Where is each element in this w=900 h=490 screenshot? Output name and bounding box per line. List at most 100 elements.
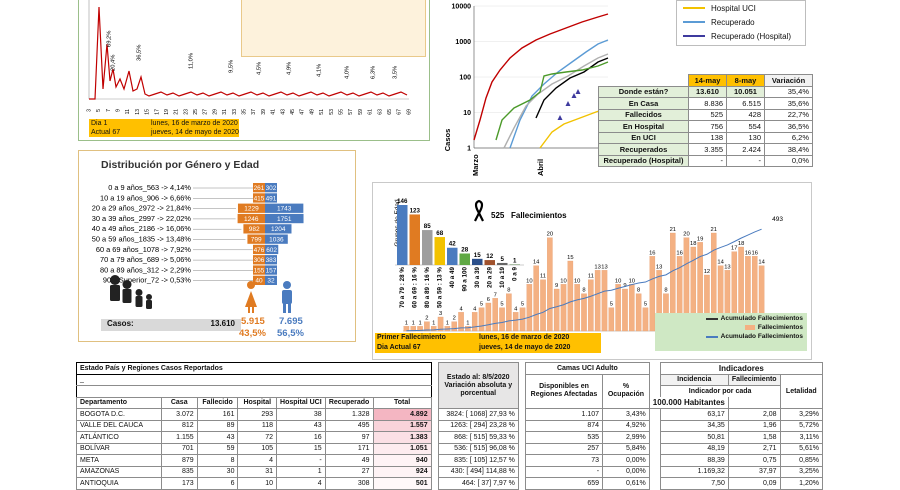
col-hospital-uci: Hospital UCI — [276, 396, 326, 409]
region-cell-fal: 8 — [196, 454, 239, 467]
log-recuperado-hospital-marker — [571, 93, 577, 98]
donde-cell: En UCI — [598, 131, 689, 144]
region-cell-hos: 293 — [237, 408, 278, 421]
female-bar — [237, 213, 265, 224]
donde-row: En UCI 138 130 6,2% — [598, 131, 813, 144]
log-legend-label: Recuperado (Hospital) — [711, 31, 792, 41]
donde-cell: 554 — [726, 120, 765, 133]
daily-death-label: 1 — [432, 320, 435, 326]
region-cell-inc: 88,39 — [659, 454, 729, 467]
daily-death-label: 1 — [446, 320, 449, 326]
daily-death-label: 13 — [724, 264, 730, 270]
daily-death-bar — [424, 321, 430, 332]
region-cell-ocu: 3,43% — [602, 408, 650, 421]
age-bar-label: 146 — [397, 198, 408, 205]
camas-disp-header: Disponibles en Regiones Afectadas — [524, 373, 604, 409]
donde-cell: 428 — [726, 108, 765, 121]
daily-death-label: 8 — [664, 288, 667, 294]
deaths-info: Primer Fallecimiento lunes, 16 de marzo d… — [375, 333, 601, 353]
daily-death-label: 9 — [555, 283, 558, 289]
female-bar — [237, 203, 265, 213]
region-cell-ocu: 0,00% — [602, 465, 650, 478]
male-bar-label: 1743 — [277, 206, 292, 213]
daily-death-bar — [547, 237, 553, 332]
male-bar-label: 157 — [266, 267, 277, 274]
region-cell-disp: 73 — [524, 454, 604, 467]
age-category-label: 70 a 79 : 28 % — [399, 267, 406, 308]
male-bar — [265, 275, 277, 285]
donde-row: Recuperados 3.355 2.424 38,4% — [598, 143, 813, 156]
region-cell-uci: 1 — [276, 465, 326, 478]
daily-death-label: 1 — [405, 320, 408, 326]
daily-death-label: 10 — [560, 278, 566, 284]
region-cell-hos: 105 — [237, 442, 278, 455]
region-row: META 879 8 4-49 940 835: [ 105] 12,57 % 73 0,00… — [76, 454, 823, 467]
region-row: BOGOTA D.C. 3.072 161 293 38 1.328 4.892 3824: … — [76, 408, 823, 421]
daily-death-bar — [485, 302, 492, 332]
daily-death-label: 16 — [752, 250, 758, 256]
age-category-label: 20 a 29 — [486, 267, 493, 289]
age-bar-label: 123 — [410, 207, 421, 214]
daily-death-label: 12 — [704, 269, 710, 275]
region-cell-fal: 59 — [196, 442, 239, 455]
daily-x-tick: 45 — [290, 109, 296, 115]
daily-x-tick: 15 — [145, 109, 151, 115]
daily-info-label: Dia 1 — [89, 119, 149, 128]
deaths-legend-label: Acumulado Fallecimientos — [720, 315, 803, 322]
daily-death-bar — [567, 260, 574, 332]
male-bar-label: 302 — [266, 185, 277, 192]
daily-x-tick: 51 — [319, 109, 325, 115]
region-cell-var: 1263: [ 294] 23,28 % — [437, 419, 519, 432]
log-series-line — [503, 53, 609, 149]
region-cell-dep: BOLÍVAR — [76, 442, 162, 455]
log-legend-item: Recuperado (Hospital) — [677, 29, 805, 43]
region-cell-var: 868: [ 515] 59,33 % — [437, 431, 519, 444]
log-y-tick: 100 — [459, 75, 471, 82]
daily-death-label: 16 — [676, 250, 682, 256]
col-recuperado: Recuperado — [324, 396, 374, 409]
region-cell-ocu: 0,61% — [602, 477, 650, 490]
daily-death-bar — [608, 307, 615, 332]
region-cell-dep: ATLÁNTICO — [76, 431, 162, 444]
region-cell-uci: 15 — [276, 442, 326, 455]
deaths-info-label: Dia Actual 67 — [375, 343, 477, 353]
daily-x-tick: 49 — [309, 109, 315, 115]
daily-death-bar — [588, 279, 594, 332]
daily-death-label: 17 — [731, 246, 737, 252]
female-bar-label: 306 — [254, 257, 265, 264]
daily-death-label: 15 — [567, 255, 573, 261]
age-category-label: 40 a 49 — [449, 267, 456, 289]
region-cell-tot: 1.383 — [372, 431, 432, 444]
daily-death-label: 5 — [500, 302, 503, 308]
region-cell-rec: 308 — [324, 477, 374, 490]
region-cell-dep: META — [76, 454, 162, 467]
daily-death-label: 8 — [582, 288, 585, 294]
region-cell-dep: ANTIOQUIA — [76, 477, 162, 490]
daily-x-tick: 27 — [203, 109, 209, 115]
donde-header-b: 8-may — [726, 74, 765, 87]
donde-row: Recuperado (Hospital) - -0,0% — [598, 154, 813, 167]
daily-x-tick: 13 — [135, 109, 141, 115]
daily-death-label: 2 — [425, 316, 428, 322]
daily-x-tick: 33 — [232, 109, 238, 115]
male-bar — [265, 234, 288, 244]
male-bar — [265, 193, 277, 203]
region-cell-casa: 3.072 — [160, 408, 198, 421]
deaths-info-row: Primer Fallecimiento lunes, 16 de marzo d… — [375, 333, 601, 343]
female-bar — [253, 255, 265, 265]
donde-cell: 0,0% — [764, 154, 813, 167]
daily-death-label: 14 — [533, 260, 540, 266]
daily-death-label: 18 — [738, 241, 744, 247]
male-bar-label: 32 — [267, 278, 275, 285]
region-cell-dep: BOGOTA D.C. — [76, 408, 162, 421]
daily-x-tick: 11 — [125, 109, 131, 114]
daily-death-label: 21 — [670, 227, 676, 233]
region-cell-uci: 43 — [276, 419, 326, 432]
region-row: ATLÁNTICO 1.155 43 72 16 97 1.383 868: [ 515] 5… — [76, 431, 823, 444]
male-bar — [265, 265, 277, 275]
daily-x-tick: 65 — [387, 109, 393, 115]
age-bar — [422, 230, 433, 265]
region-cell-fall: 2,08 — [727, 408, 781, 421]
daily-x-tick: 69 — [406, 109, 412, 115]
daily-info: Dia 1 lunes, 16 de marzo de 2020 Actual 6… — [89, 119, 239, 137]
